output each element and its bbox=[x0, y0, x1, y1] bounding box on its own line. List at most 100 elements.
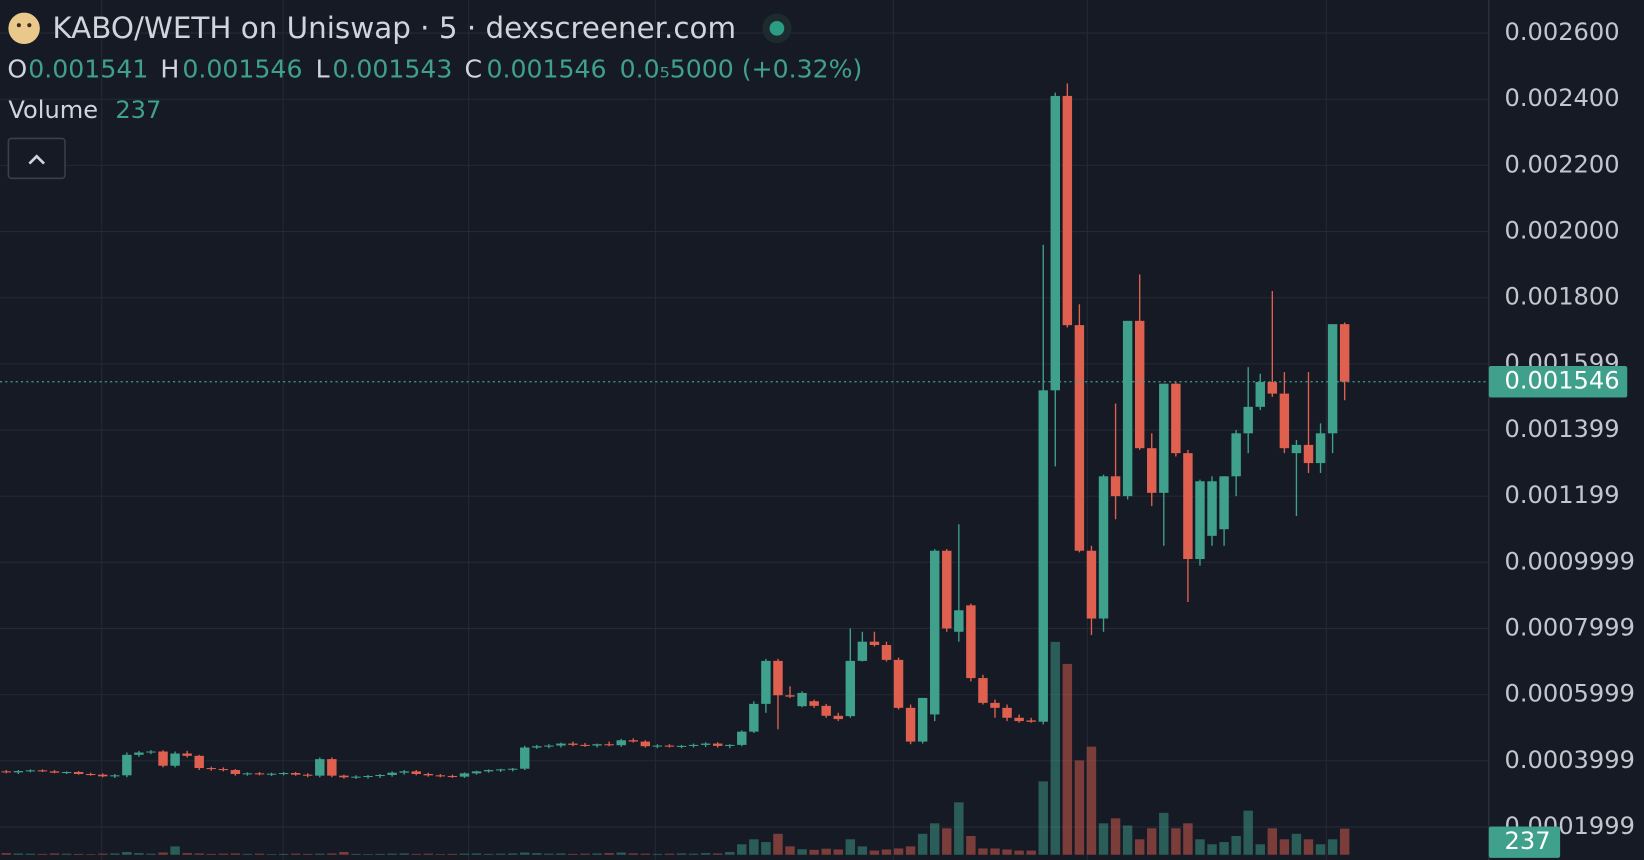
volume-bar bbox=[1195, 839, 1205, 855]
volume-bar bbox=[1062, 663, 1073, 855]
volume-bar bbox=[315, 853, 325, 855]
candle-body bbox=[61, 772, 72, 774]
volume-bar bbox=[194, 853, 204, 855]
volume-bar bbox=[375, 853, 385, 855]
candle-body bbox=[49, 771, 60, 773]
volume-bar bbox=[303, 853, 313, 855]
candle-body bbox=[640, 741, 651, 747]
volume-bar bbox=[869, 850, 880, 855]
candle-body bbox=[1086, 550, 1097, 619]
candle-body bbox=[1074, 325, 1085, 551]
candle-body bbox=[712, 743, 723, 746]
candle-body bbox=[869, 641, 880, 645]
candle-body bbox=[315, 759, 325, 776]
y-tick-label: 0.002600 bbox=[1505, 18, 1620, 46]
candles bbox=[1, 83, 1350, 779]
candle-body bbox=[929, 550, 940, 715]
volume-bar bbox=[459, 853, 470, 855]
volume-bar bbox=[218, 853, 229, 855]
volume-bar bbox=[737, 844, 747, 855]
collapse-button-box[interactable] bbox=[7, 137, 66, 180]
volume-bar bbox=[1207, 844, 1217, 855]
candle-body bbox=[809, 701, 819, 706]
volume-bar bbox=[1038, 781, 1048, 855]
y-tick-label: 0.0009999 bbox=[1505, 547, 1635, 575]
volume-bar bbox=[592, 853, 602, 855]
volume-bar bbox=[845, 839, 856, 855]
candle-body bbox=[110, 775, 120, 777]
horizontal-grid bbox=[0, 32, 1489, 828]
volume-bar bbox=[917, 833, 928, 855]
candle-body bbox=[73, 772, 84, 774]
volume-bar bbox=[266, 854, 277, 855]
candle-body bbox=[1050, 95, 1061, 391]
legend-value: 0.001541 bbox=[28, 54, 148, 83]
volume-bar bbox=[146, 853, 156, 855]
volume-bar bbox=[1267, 828, 1278, 855]
y-tick-label: 0.0005999 bbox=[1505, 680, 1635, 708]
candle-body bbox=[1, 771, 12, 773]
volume-bar bbox=[797, 849, 807, 855]
volume-bar bbox=[857, 846, 868, 855]
candle-body bbox=[905, 707, 916, 742]
candle-body bbox=[1159, 383, 1169, 493]
candle-body bbox=[592, 744, 602, 746]
candle-body bbox=[218, 769, 229, 771]
candle-body bbox=[1339, 324, 1350, 382]
candle-body bbox=[182, 753, 192, 756]
volume-bar bbox=[122, 851, 132, 855]
volume-bar bbox=[1303, 839, 1314, 855]
candle-body bbox=[290, 773, 301, 775]
volume-bar bbox=[929, 823, 940, 855]
candle-body bbox=[1195, 481, 1205, 559]
candle-body bbox=[387, 772, 397, 775]
volume-bar bbox=[327, 853, 337, 855]
collapse-button[interactable] bbox=[7, 137, 66, 180]
candle-body bbox=[990, 702, 1000, 708]
volume-bar bbox=[1134, 839, 1145, 855]
candle-body bbox=[1002, 707, 1012, 718]
volume-bar bbox=[206, 853, 216, 855]
candle-body bbox=[1267, 382, 1278, 394]
candle-body bbox=[1327, 324, 1338, 434]
candle-body bbox=[122, 754, 132, 776]
candle-body bbox=[459, 773, 470, 777]
candle-body bbox=[978, 678, 988, 703]
volume-bar bbox=[1339, 828, 1350, 855]
volume-bar bbox=[1159, 812, 1169, 855]
volume-bar bbox=[170, 846, 180, 855]
candle-body bbox=[327, 759, 337, 776]
volume-bar bbox=[254, 853, 265, 855]
candle-body bbox=[85, 774, 96, 776]
candle-body bbox=[25, 770, 36, 772]
candle-body bbox=[363, 775, 373, 778]
candle-body bbox=[676, 745, 687, 747]
volume-bar bbox=[1231, 836, 1241, 855]
candle-body bbox=[375, 774, 385, 777]
y-tick-label: 0.0007999 bbox=[1505, 613, 1635, 641]
volume-bar bbox=[1327, 839, 1338, 855]
candle-body bbox=[1147, 448, 1157, 493]
candle-body bbox=[266, 773, 277, 775]
candle-body bbox=[230, 770, 241, 774]
candle-body bbox=[580, 744, 590, 746]
candle-body bbox=[1098, 476, 1109, 619]
volume-bar bbox=[49, 853, 60, 855]
volume-bar bbox=[676, 853, 687, 855]
volume-bar bbox=[761, 842, 771, 855]
volume-bar bbox=[1, 853, 12, 855]
legend-change: 0.0₅5000 (+0.32%) bbox=[620, 54, 863, 83]
volume-bar bbox=[1074, 760, 1085, 855]
status-dot bbox=[769, 20, 785, 36]
candle-body bbox=[664, 745, 675, 747]
volume-bar bbox=[423, 853, 434, 855]
volume-bar bbox=[507, 853, 518, 855]
volume-bar bbox=[1291, 833, 1302, 855]
candle-body bbox=[604, 744, 614, 746]
volume-value: 237 bbox=[115, 96, 161, 124]
candle-body bbox=[893, 659, 904, 708]
candle-body bbox=[471, 771, 482, 774]
volume-bar bbox=[556, 853, 566, 855]
chart-title: KABO/WETH on Uniswap · 5 · dexscreener.c… bbox=[52, 11, 736, 45]
candle-body bbox=[134, 752, 144, 755]
